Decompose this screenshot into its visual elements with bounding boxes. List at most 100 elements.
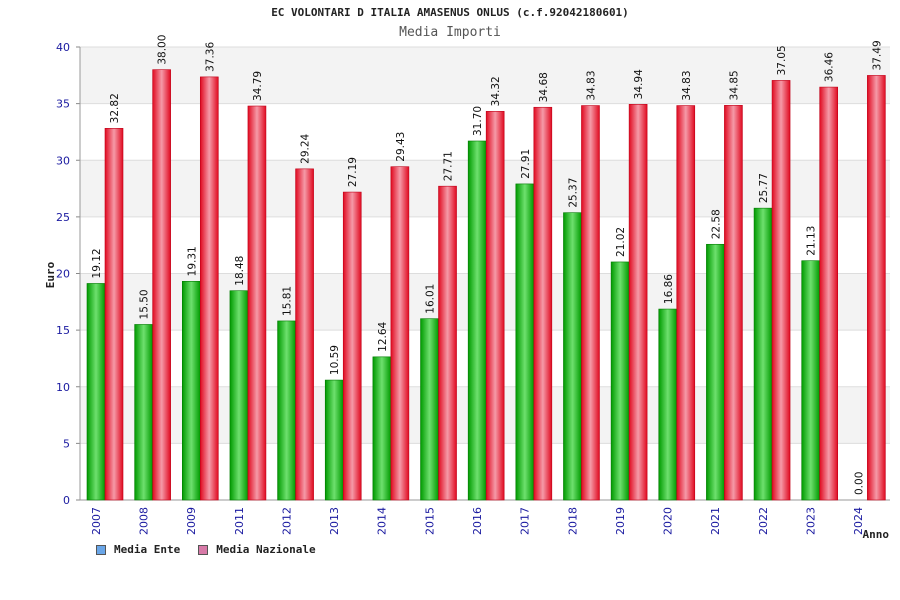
legend-item-media-ente: Media Ente (96, 543, 180, 556)
data-label-media-nazionale: 34.94 (633, 69, 645, 99)
bar-media-nazionale (676, 105, 696, 501)
data-label-media-nazionale: 29.24 (300, 133, 312, 163)
legend-label-media-ente: Media Ente (114, 543, 181, 556)
data-label-media-nazionale: 34.32 (490, 76, 502, 106)
x-tick-label: 2015 (423, 507, 436, 535)
bar-media-ente (563, 212, 582, 501)
y-axis-label: Euro (44, 261, 57, 288)
y-tick-label: 20 (56, 268, 70, 281)
data-label-media-nazionale: 34.83 (585, 70, 597, 100)
data-label-media-ente: 31.70 (472, 106, 484, 136)
x-tick-label: 2016 (471, 507, 484, 535)
bar-media-nazionale (724, 105, 743, 501)
bar-media-ente (372, 356, 392, 501)
data-label-media-nazionale: 27.19 (347, 157, 359, 187)
y-tick-label: 35 (56, 98, 70, 111)
bar-media-ente (658, 308, 678, 501)
x-tick-label: 2021 (709, 507, 722, 535)
data-label-media-ente: 22.58 (710, 209, 722, 239)
data-label-media-nazionale: 32.82 (109, 93, 121, 123)
data-label-media-nazionale: 38.00 (157, 35, 169, 65)
x-tick-label: 2012 (280, 507, 293, 535)
bar-media-ente (86, 283, 106, 501)
x-tick-label: 2024 (852, 507, 865, 535)
chart-legend: Media Ente Media Nazionale (96, 543, 316, 556)
bar-media-nazionale (628, 104, 648, 501)
x-tick-label: 2020 (662, 507, 675, 535)
bar-media-nazionale (342, 191, 362, 501)
bar-media-nazionale (819, 86, 839, 501)
legend-swatch-media-ente (96, 544, 106, 555)
data-label-media-ente: 16.01 (425, 284, 437, 314)
x-tick-label: 2018 (566, 507, 579, 535)
y-tick-label: 40 (56, 41, 70, 54)
x-tick-label: 2008 (137, 507, 150, 535)
bar-media-ente (753, 207, 773, 501)
y-tick-label: 30 (56, 154, 70, 167)
data-label-media-nazionale: 37.36 (204, 42, 216, 72)
x-tick-label: 2022 (757, 507, 770, 535)
data-label-media-ente: 21.13 (806, 226, 818, 256)
data-label-media-nazionale: 34.79 (252, 71, 264, 101)
bar-media-nazionale (438, 185, 457, 501)
bar-media-ente (134, 324, 153, 501)
data-label-media-nazionale: 27.71 (443, 151, 455, 181)
legend-label-media-nazionale: Media Nazionale (216, 543, 316, 556)
bar-media-ente (610, 261, 630, 501)
bar-media-nazionale (867, 75, 886, 501)
bar-media-ente (706, 243, 725, 501)
x-tick-label: 2013 (328, 507, 341, 535)
y-tick-label: 5 (63, 437, 70, 450)
data-label-media-ente: 0.00 (853, 472, 865, 495)
bar-media-nazionale (533, 106, 553, 501)
data-label-media-ente: 10.59 (329, 345, 341, 375)
chart-subtitle: Media Importi (399, 25, 501, 40)
bar-media-ente (515, 183, 535, 501)
bar-media-nazionale (485, 111, 505, 501)
bar-media-nazionale (152, 69, 171, 501)
bar-media-nazionale (104, 128, 124, 501)
y-tick-label: 15 (56, 324, 70, 337)
data-label-media-nazionale: 29.43 (395, 132, 407, 162)
data-label-media-nazionale: 36.46 (824, 52, 836, 82)
data-label-media-ente: 19.12 (91, 248, 103, 278)
bar-media-ente (420, 318, 439, 501)
bar-media-ente (181, 281, 201, 501)
data-label-media-ente: 18.48 (234, 256, 246, 286)
x-tick-label: 2014 (376, 507, 389, 535)
bar-media-nazionale (199, 76, 219, 501)
data-label-media-ente: 19.31 (186, 246, 198, 276)
x-tick-label: 2011 (233, 507, 246, 535)
x-tick-label: 2009 (185, 507, 198, 535)
bar-media-ente (801, 260, 821, 501)
data-label-media-ente: 21.02 (615, 227, 627, 257)
data-label-media-ente: 25.37 (567, 178, 579, 208)
legend-item-media-nazionale: Media Nazionale (198, 543, 316, 556)
chart-title: EC VOLONTARI D ITALIA AMASENUS ONLUS (c.… (271, 6, 629, 19)
bar-media-ente (467, 140, 487, 501)
bar-media-nazionale (581, 105, 600, 501)
bar-media-ente (277, 320, 296, 501)
bar-media-nazionale (771, 80, 791, 501)
data-label-media-ente: 12.64 (377, 321, 389, 351)
legend-swatch-media-nazionale (198, 544, 209, 555)
x-tick-label: 2017 (519, 507, 532, 535)
y-tick-label: 10 (56, 381, 70, 394)
bar-media-nazionale (390, 166, 410, 501)
bar-media-ente (324, 379, 344, 501)
y-tick-label: 0 (63, 494, 70, 507)
bar-media-ente (229, 290, 249, 501)
data-label-media-ente: 15.50 (139, 289, 151, 319)
data-label-media-nazionale: 37.49 (871, 40, 883, 70)
x-axis-label: Anno (863, 528, 890, 541)
x-tick-label: 2023 (805, 507, 818, 535)
x-tick-label: 2019 (614, 507, 627, 535)
bar-media-nazionale (247, 105, 267, 501)
data-label-media-nazionale: 34.68 (538, 72, 550, 102)
data-label-media-nazionale: 34.83 (681, 70, 693, 100)
data-label-media-ente: 16.86 (663, 274, 675, 304)
data-label-media-nazionale: 37.05 (776, 45, 788, 75)
x-tick-label: 2007 (90, 507, 103, 535)
data-label-media-ente: 15.81 (282, 286, 294, 316)
